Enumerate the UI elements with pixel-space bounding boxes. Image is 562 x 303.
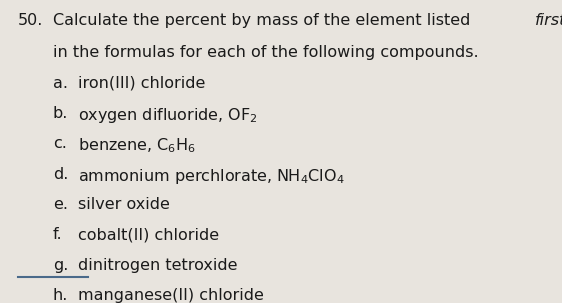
Text: dinitrogen tetroxide: dinitrogen tetroxide: [78, 258, 237, 273]
Text: d.: d.: [53, 167, 68, 182]
Text: in the formulas for each of the following compounds.: in the formulas for each of the followin…: [53, 45, 478, 60]
Text: manganese(II) chloride: manganese(II) chloride: [78, 288, 264, 303]
Text: b.: b.: [53, 106, 68, 121]
Text: f.: f.: [53, 227, 62, 242]
Text: a.: a.: [53, 76, 68, 91]
Text: ammonium perchlorate, NH$_4$ClO$_4$: ammonium perchlorate, NH$_4$ClO$_4$: [78, 167, 344, 186]
Text: h.: h.: [53, 288, 68, 303]
Text: oxygen difluoride, OF$_2$: oxygen difluoride, OF$_2$: [78, 106, 257, 125]
Text: c.: c.: [53, 136, 67, 152]
Text: first: first: [534, 13, 562, 28]
Text: g.: g.: [53, 258, 68, 273]
Text: benzene, C$_6$H$_6$: benzene, C$_6$H$_6$: [78, 136, 196, 155]
Text: iron(III) chloride: iron(III) chloride: [78, 76, 205, 91]
Text: e.: e.: [53, 197, 68, 212]
Text: Calculate the percent by mass of the element listed: Calculate the percent by mass of the ele…: [53, 13, 475, 28]
Text: cobalt(II) chloride: cobalt(II) chloride: [78, 227, 219, 242]
Text: 50.: 50.: [18, 13, 43, 28]
Text: silver oxide: silver oxide: [78, 197, 170, 212]
